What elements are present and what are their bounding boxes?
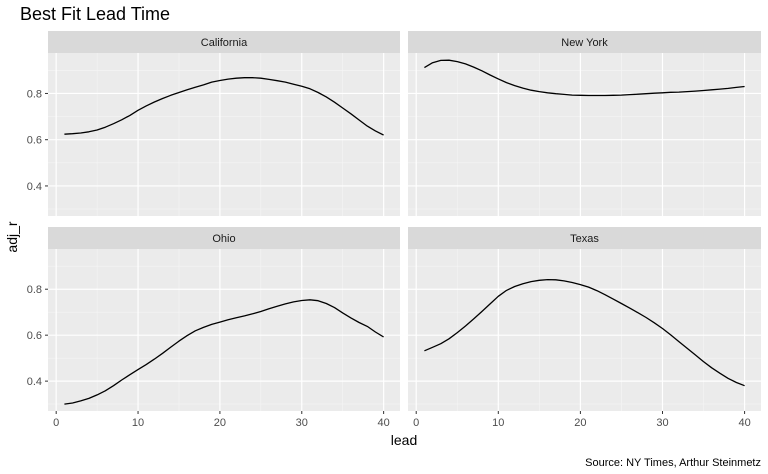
- axes: 0.4 0.6 0.8 0.4 0.6 0.8 0 10 20 30 40 0 10 20 30 40: [27, 88, 751, 429]
- y-axis-title: adj_r: [4, 221, 20, 252]
- x-tick-label: 0: [53, 417, 59, 429]
- panel-background: [408, 53, 761, 216]
- series-line-new-york: [424, 59, 745, 97]
- facet-panels: California New York Ohio Texas: [48, 31, 761, 411]
- facet-strip-label: Texas: [570, 233, 599, 245]
- facet-strip-label: Ohio: [212, 233, 235, 245]
- facet-panel-california: California: [48, 31, 400, 216]
- panel-background: [408, 249, 761, 411]
- series-line-california: [64, 77, 384, 136]
- x-tick-label: 30: [296, 417, 308, 429]
- x-tick-label: 10: [132, 417, 144, 429]
- facet-strip-label: New York: [561, 37, 608, 49]
- x-tick-label: 30: [656, 417, 668, 429]
- y-tick-label: 0.4: [27, 376, 42, 388]
- facet-panel-texas: Texas: [408, 227, 761, 411]
- panel-background: [48, 53, 400, 216]
- facet-strip: [48, 227, 400, 249]
- x-tick-label: 10: [492, 417, 504, 429]
- facet-strip: [48, 31, 400, 53]
- series-line-ohio: [64, 299, 384, 405]
- x-tick-label: 40: [738, 417, 750, 429]
- facet-strip-label: California: [201, 37, 248, 49]
- y-tick-label: 0.4: [27, 181, 42, 193]
- x-axis-title: lead: [391, 432, 417, 448]
- chart-title: Best Fit Lead Time: [20, 4, 170, 24]
- facet-strip: [408, 227, 761, 249]
- series-line-texas: [424, 278, 745, 387]
- facet-strip: [408, 31, 761, 53]
- x-tick-label: 20: [214, 417, 226, 429]
- y-tick-label: 0.8: [27, 88, 42, 100]
- chart-caption: Source: NY Times, Arthur Steinmetz: [585, 457, 761, 469]
- facet-panel-new-york: New York: [408, 31, 761, 216]
- x-tick-label: 0: [413, 417, 419, 429]
- panel-background: [48, 249, 400, 411]
- y-tick-label: 0.6: [27, 330, 42, 342]
- x-tick-label: 20: [574, 417, 586, 429]
- y-tick-label: 0.8: [27, 284, 42, 296]
- y-tick-label: 0.6: [27, 135, 42, 147]
- facet-panel-ohio: Ohio: [48, 227, 400, 411]
- x-tick-label: 40: [378, 417, 390, 429]
